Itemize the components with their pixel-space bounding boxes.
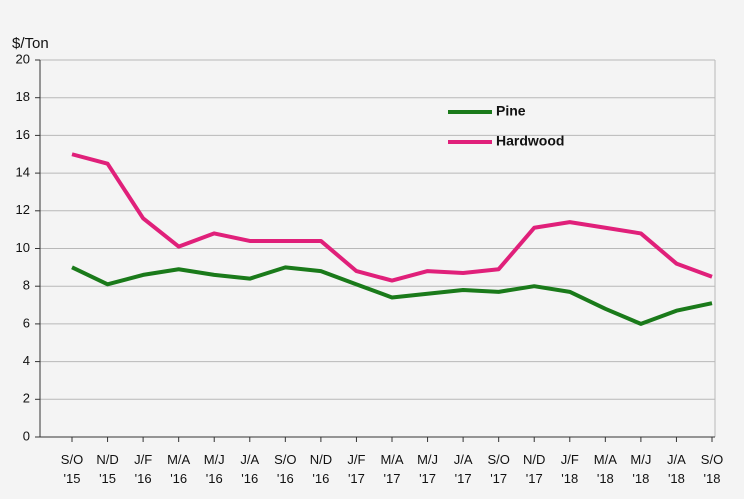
y-tick-label: 0 (23, 428, 30, 443)
legend-label: Pine (496, 103, 526, 119)
x-tick-label: S/O '17 (487, 452, 509, 486)
y-tick-label: 8 (23, 278, 30, 293)
y-tick-label: 4 (23, 353, 30, 368)
x-tick-label: M/A '18 (594, 452, 617, 486)
x-tick-label: S/O '15 (61, 452, 83, 486)
series-line (71, 265, 713, 326)
x-tick-label: N/D '16 (310, 452, 332, 486)
x-tick-label: J/F '18 (561, 452, 579, 486)
x-tick-label: M/J '17 (417, 452, 438, 486)
y-tick-label: 14 (16, 165, 30, 180)
y-tick-label: 6 (23, 315, 30, 330)
x-tick-label: J/A '16 (240, 452, 259, 486)
x-tick-label: J/F '16 (134, 452, 152, 486)
y-tick-label: 12 (16, 202, 30, 217)
y-tick-label: 2 (23, 391, 30, 406)
legend-label: Hardwood (496, 133, 564, 149)
x-tick-label: S/O '16 (274, 452, 296, 486)
x-tick-label: J/F '17 (347, 452, 365, 486)
y-tick-label: 20 (16, 51, 30, 66)
series-line (71, 152, 713, 283)
x-tick-label: J/A '18 (667, 452, 686, 486)
y-tick-label: 18 (16, 89, 30, 104)
x-tick-label: M/J '18 (630, 452, 651, 486)
x-tick-label: M/J '16 (204, 452, 225, 486)
x-tick-label: S/O '18 (701, 452, 723, 486)
x-tick-label: N/D '15 (96, 452, 118, 486)
x-tick-label: J/A '17 (454, 452, 473, 486)
y-tick-label: 16 (16, 127, 30, 142)
x-tick-label: N/D '17 (523, 452, 545, 486)
y-tick-label: 10 (16, 240, 30, 255)
x-tick-label: M/A '16 (167, 452, 190, 486)
x-tick-label: M/A '17 (380, 452, 403, 486)
y-axis-label: $/Ton (12, 35, 49, 52)
